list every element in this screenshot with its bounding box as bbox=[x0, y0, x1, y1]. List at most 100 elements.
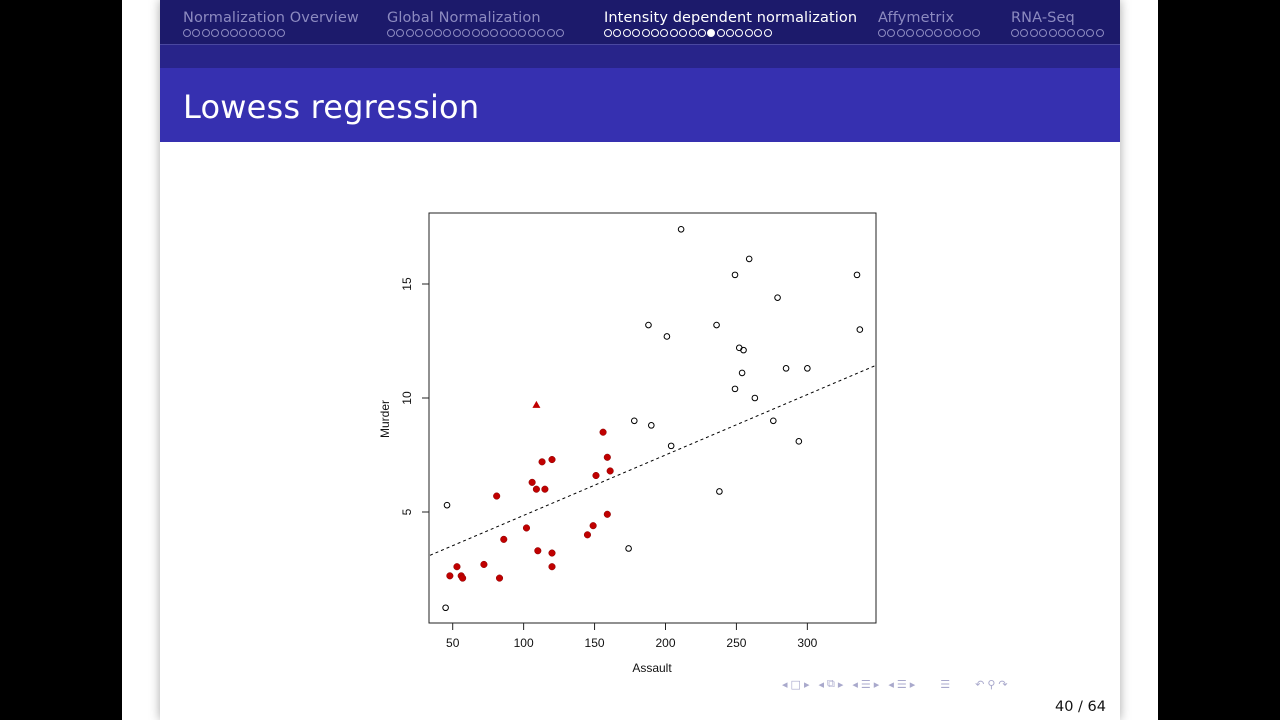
slide-dot[interactable] bbox=[537, 29, 546, 37]
slide-dot[interactable] bbox=[405, 29, 414, 37]
slide-dot[interactable] bbox=[971, 29, 980, 37]
slide-dot[interactable] bbox=[452, 29, 461, 37]
highlighted-data-point[interactable] bbox=[548, 456, 556, 464]
highlighted-data-point[interactable] bbox=[548, 549, 556, 557]
slide-dot[interactable] bbox=[220, 29, 229, 37]
nav-section-global-normalization[interactable]: Global Normalization bbox=[387, 10, 565, 38]
slide-dot[interactable] bbox=[258, 29, 267, 37]
nav-left-arrow[interactable]: ◂ bbox=[852, 677, 858, 691]
data-point[interactable] bbox=[648, 422, 655, 429]
nav-left-arrow[interactable]: ◂ bbox=[782, 677, 788, 691]
slide-dot[interactable] bbox=[387, 29, 395, 37]
slide-dot[interactable] bbox=[735, 29, 744, 37]
toc-icon[interactable]: ☰ bbox=[940, 677, 951, 691]
slide-dot[interactable] bbox=[480, 29, 489, 37]
slide-dot[interactable] bbox=[660, 29, 669, 37]
slide-dot[interactable] bbox=[1011, 29, 1019, 37]
nav-section-normalization-overview[interactable]: Normalization Overview bbox=[183, 10, 359, 38]
highlighted-data-point[interactable] bbox=[599, 428, 607, 436]
slide-dot[interactable] bbox=[276, 29, 285, 37]
slide-dot[interactable] bbox=[726, 29, 735, 37]
slide-dot[interactable] bbox=[424, 29, 433, 37]
slide-dot[interactable] bbox=[211, 29, 220, 37]
nav-section-intensity-dependent-normalization[interactable]: Intensity dependent normalization bbox=[604, 10, 857, 38]
highlighted-data-point[interactable] bbox=[528, 478, 536, 486]
slide-dot[interactable] bbox=[924, 29, 933, 37]
data-point[interactable] bbox=[625, 545, 632, 552]
highlighted-data-point[interactable] bbox=[453, 563, 461, 571]
data-point[interactable] bbox=[782, 365, 790, 372]
slide-dot[interactable] bbox=[556, 29, 565, 37]
highlighted-data-point[interactable] bbox=[495, 574, 504, 582]
slide-dot[interactable] bbox=[688, 29, 697, 37]
slide-dot[interactable] bbox=[679, 29, 688, 37]
slide-dot[interactable] bbox=[1095, 29, 1104, 37]
slide-dot[interactable] bbox=[716, 29, 725, 37]
slide-dot[interactable] bbox=[650, 29, 659, 37]
data-point[interactable] bbox=[731, 385, 739, 393]
nav-right-arrow[interactable]: ▸ bbox=[803, 677, 810, 691]
highlighted-data-point[interactable] bbox=[446, 572, 454, 580]
frame-icon[interactable]: □ bbox=[790, 677, 801, 691]
slide-dot[interactable] bbox=[669, 29, 678, 37]
highlighted-data-point[interactable] bbox=[603, 510, 611, 518]
slide-dot[interactable] bbox=[915, 29, 924, 37]
slide-dot[interactable] bbox=[433, 29, 442, 37]
highlighted-data-point[interactable] bbox=[603, 453, 611, 461]
slide-dot[interactable] bbox=[1076, 29, 1085, 37]
nav-section-rna-seq[interactable]: RNA-Seq bbox=[1011, 10, 1104, 38]
slide-dot[interactable] bbox=[201, 29, 210, 37]
slide-dot[interactable] bbox=[1048, 29, 1057, 37]
data-point[interactable] bbox=[713, 321, 720, 329]
data-point[interactable] bbox=[804, 365, 811, 372]
data-point[interactable] bbox=[774, 294, 781, 301]
highlighted-data-point[interactable] bbox=[534, 547, 542, 555]
highlighted-data-point[interactable] bbox=[548, 563, 556, 571]
slide-dot[interactable] bbox=[962, 29, 971, 37]
undo-icon[interactable]: ↶ bbox=[975, 677, 985, 691]
highlighted-triangle-point[interactable] bbox=[532, 400, 541, 408]
slide-dot[interactable] bbox=[697, 29, 706, 37]
data-point[interactable] bbox=[731, 271, 739, 279]
highlighted-data-point[interactable] bbox=[522, 524, 531, 532]
highlighted-data-point[interactable] bbox=[459, 574, 467, 582]
nav-right-arrow[interactable]: ▸ bbox=[909, 677, 916, 691]
slide-dot[interactable] bbox=[744, 29, 753, 37]
slide-dot[interactable] bbox=[1029, 29, 1038, 37]
slide-dot[interactable] bbox=[1057, 29, 1066, 37]
highlighted-data-point[interactable] bbox=[583, 531, 592, 539]
slide-dot[interactable] bbox=[248, 29, 257, 37]
slide-dot[interactable] bbox=[878, 29, 886, 37]
search-icon[interactable]: ⚲ bbox=[987, 677, 996, 691]
slide-dot[interactable] bbox=[192, 29, 201, 37]
data-point[interactable] bbox=[745, 255, 753, 263]
highlighted-data-point[interactable] bbox=[538, 458, 546, 466]
data-point[interactable] bbox=[663, 333, 671, 340]
slide-dot[interactable] bbox=[462, 29, 471, 37]
highlighted-data-point[interactable] bbox=[592, 471, 600, 480]
slide-dot[interactable] bbox=[415, 29, 424, 37]
slide-dot[interactable] bbox=[622, 29, 631, 37]
data-point[interactable] bbox=[795, 438, 803, 445]
slide-dot[interactable] bbox=[518, 29, 527, 37]
slide-dot[interactable] bbox=[943, 29, 952, 37]
highlighted-data-point[interactable] bbox=[480, 560, 488, 568]
slide-dot[interactable] bbox=[443, 29, 452, 37]
highlighted-data-point[interactable] bbox=[493, 492, 501, 500]
slide-dot[interactable] bbox=[613, 29, 622, 37]
data-point[interactable] bbox=[770, 417, 777, 425]
slide-dot[interactable] bbox=[754, 29, 763, 37]
slide-dot[interactable] bbox=[490, 29, 499, 37]
current-slide-dot[interactable] bbox=[707, 29, 716, 37]
slide-dot[interactable] bbox=[267, 29, 276, 37]
data-point[interactable] bbox=[740, 346, 747, 354]
highlighted-data-point[interactable] bbox=[589, 522, 597, 530]
data-point[interactable] bbox=[856, 326, 864, 333]
slide-dot[interactable] bbox=[239, 29, 248, 37]
slide-dot[interactable] bbox=[1067, 29, 1076, 37]
section-icon[interactable]: ☰ bbox=[896, 677, 907, 691]
data-point[interactable] bbox=[853, 271, 861, 279]
slide-dot[interactable] bbox=[896, 29, 905, 37]
redo-icon[interactable]: ↷ bbox=[998, 677, 1008, 691]
slide-dot[interactable] bbox=[183, 29, 191, 37]
